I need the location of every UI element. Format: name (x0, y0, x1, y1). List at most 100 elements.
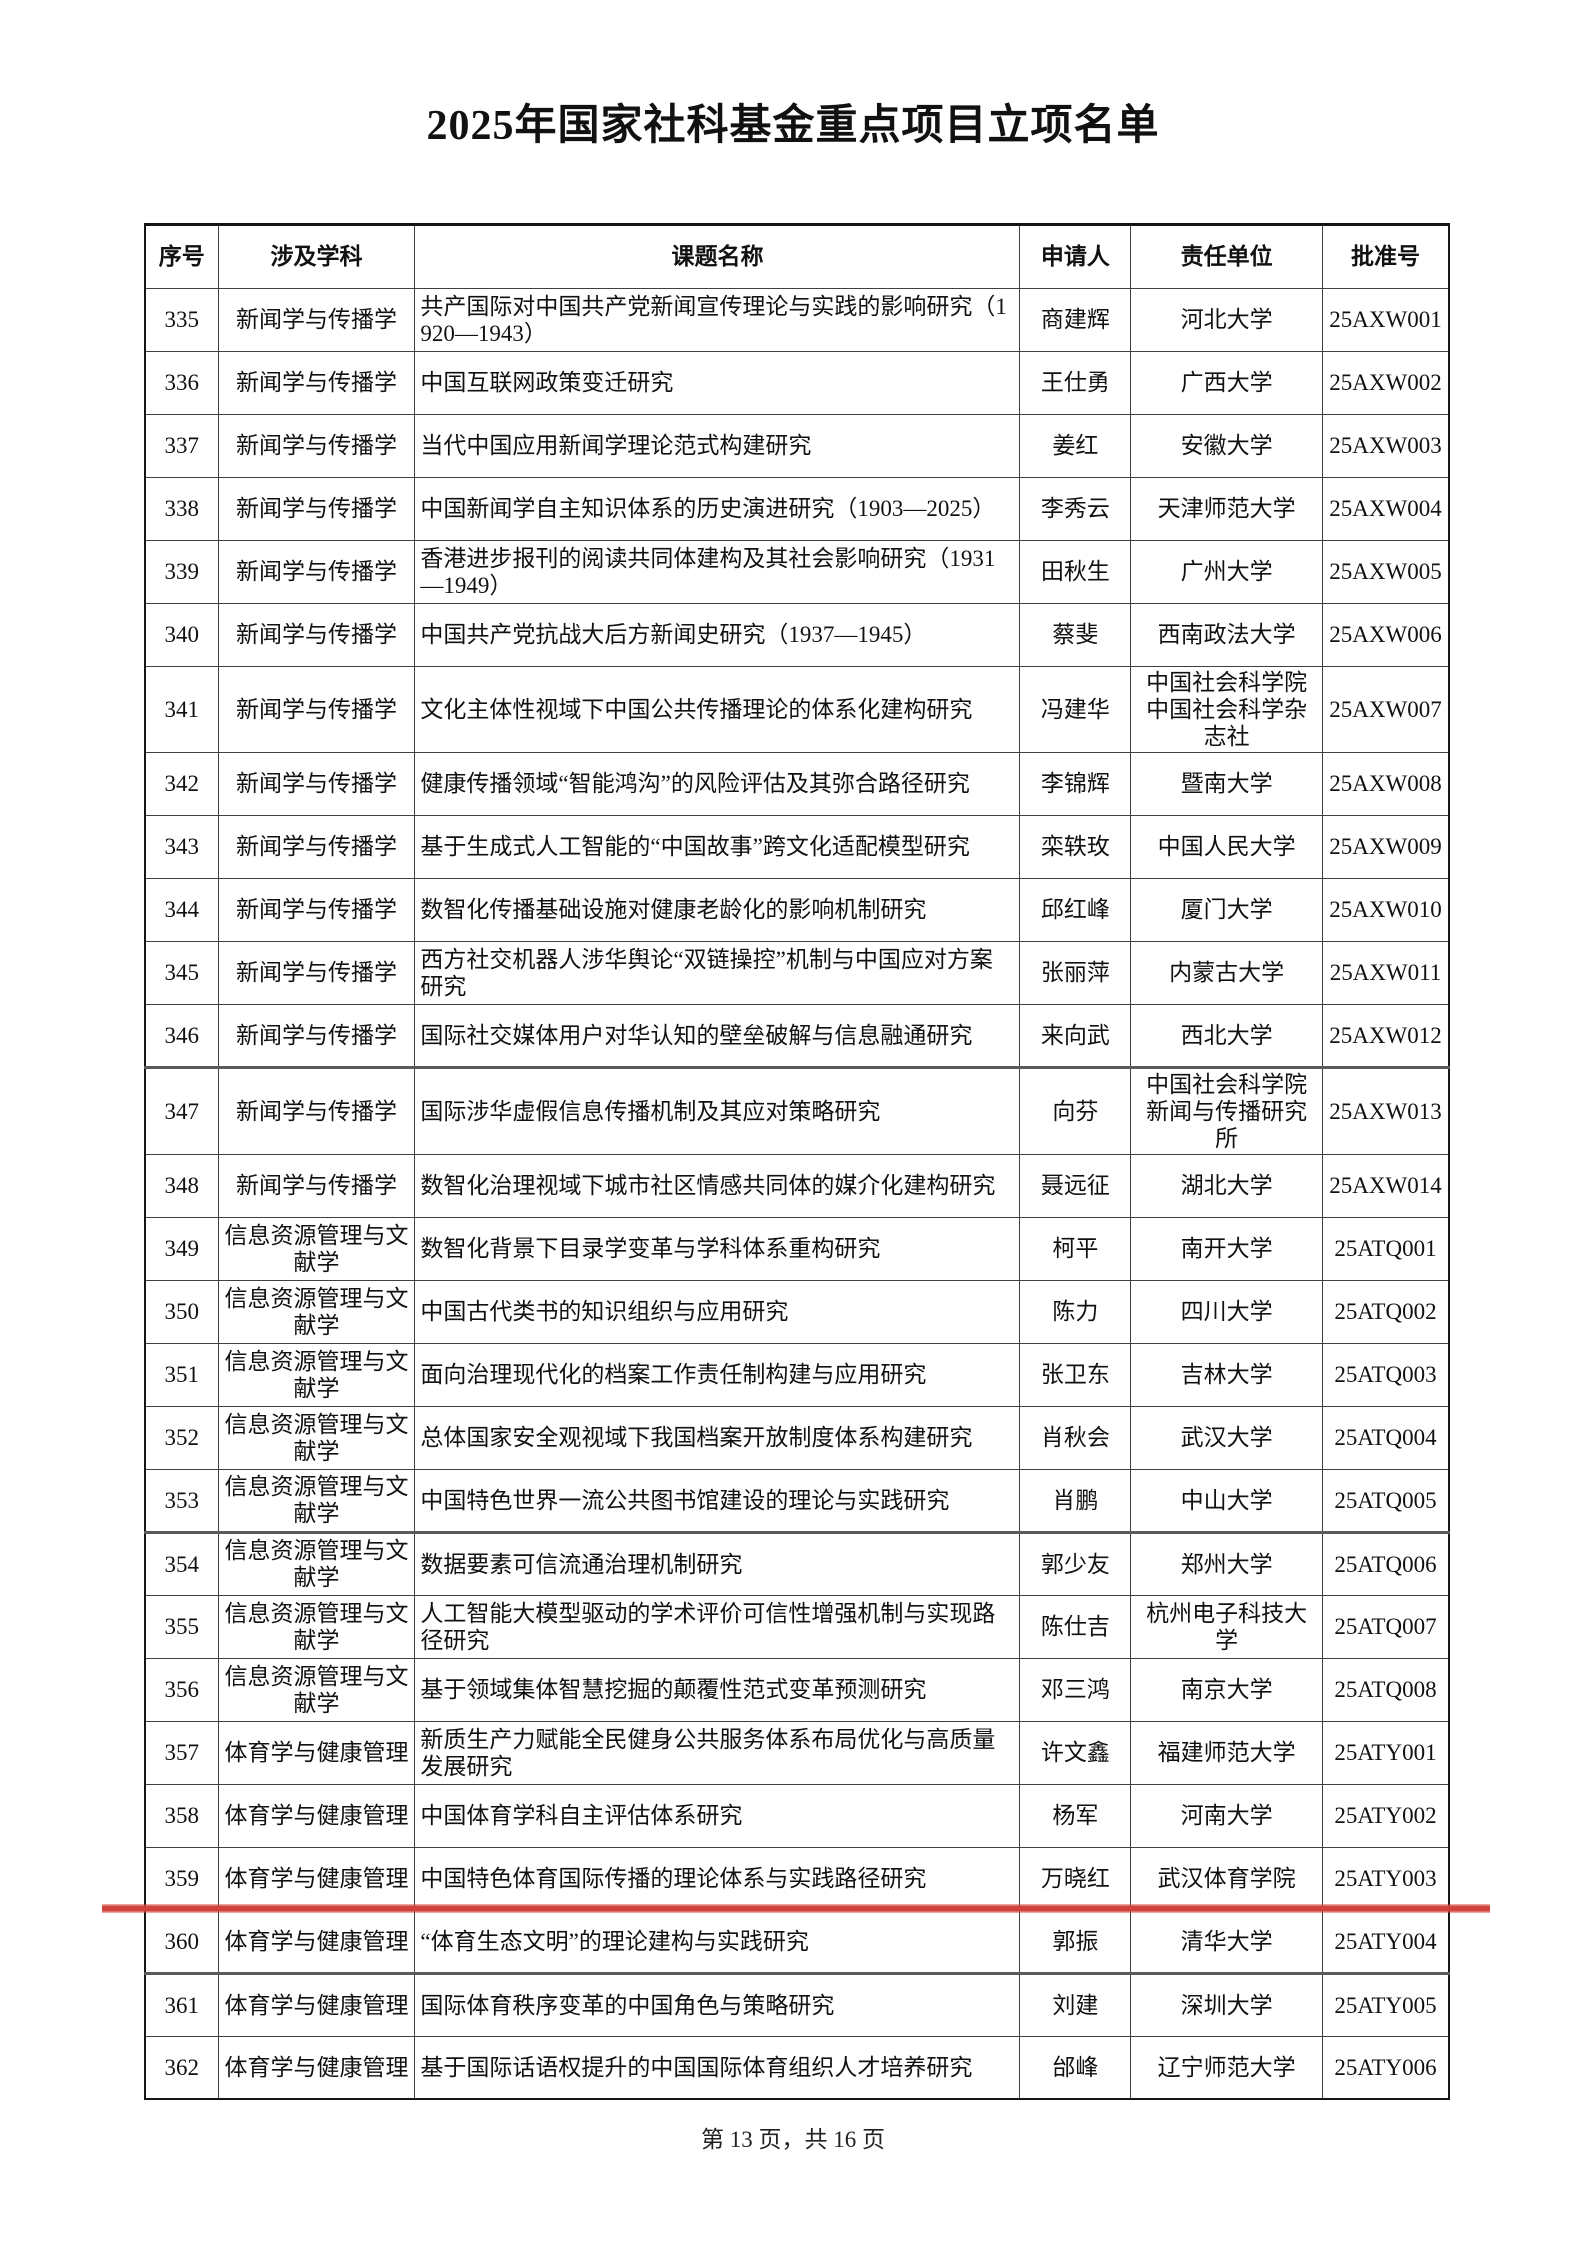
cell-title: 香港进步报刊的阅读共同体建构及其社会影响研究（1931—1949） (414, 539, 1021, 604)
cell-unit: 西南政法大学 (1130, 602, 1323, 667)
page-title: 2025年国家社科基金重点项目立项名单 (426, 103, 1160, 149)
cell-grant: 25ATQ007 (1321, 1594, 1450, 1659)
cell-grant: 25AXW012 (1321, 1003, 1450, 1068)
cell-title: 新质生产力赋能全民健身公共服务体系布局优化与高质量发展研究 (414, 1720, 1021, 1785)
cell-no: 345 (144, 940, 219, 1005)
header-cell-discipline: 涉及学科 (217, 223, 416, 289)
cell-applicant: 李秀云 (1019, 476, 1132, 541)
header-cell-no: 序号 (144, 223, 219, 289)
cell-title: 中国体育学科自主评估体系研究 (414, 1783, 1021, 1848)
cell-title: 中国特色体育国际传播的理论体系与实践路径研究 (414, 1846, 1021, 1911)
cell-unit: 西北大学 (1130, 1003, 1323, 1068)
table-row: 346 新闻学与传播学 国际社交媒体用户对华认知的壁垒破解与信息融通研究 来向武 西北大… (144, 1003, 1450, 1068)
cell-grant: 25ATY001 (1321, 1720, 1450, 1785)
cell-grant: 25AXW001 (1321, 287, 1450, 352)
table-row: 343 新闻学与传播学 基于生成式人工智能的“中国故事”跨文化适配模型研究 栾轶玫 中国… (144, 814, 1450, 879)
cell-grant: 25ATY006 (1321, 2035, 1450, 2100)
cell-applicant: 邰峰 (1019, 2035, 1132, 2100)
cell-discipline: 信息资源管理与文献学 (217, 1468, 416, 1533)
cell-title: 中国古代类书的知识组织与应用研究 (414, 1279, 1021, 1344)
cell-discipline: 信息资源管理与文献学 (217, 1657, 416, 1722)
cell-grant: 25AXW009 (1321, 814, 1450, 879)
page-number: 第 13 页，共 16 页 (701, 2127, 885, 2152)
cell-discipline: 信息资源管理与文献学 (217, 1530, 416, 1596)
cell-applicant: 许文鑫 (1019, 1720, 1132, 1785)
cell-no: 350 (144, 1279, 219, 1344)
cell-applicant: 聂远征 (1019, 1153, 1132, 1218)
table-row: 345 新闻学与传播学 西方社交机器人涉华舆论“双链操控”机制与中国应对方案研究 张丽… (144, 940, 1450, 1005)
cell-discipline: 新闻学与传播学 (217, 350, 416, 415)
cell-applicant: 姜红 (1019, 413, 1132, 478)
header-cell-grant: 批准号 (1321, 223, 1450, 289)
table-row: 358 体育学与健康管理 中国体育学科自主评估体系研究 杨军 河南大学 25ATY002 (144, 1783, 1450, 1848)
table-row: 336 新闻学与传播学 中国互联网政策变迁研究 王仕勇 广西大学 25AXW002 (144, 350, 1450, 415)
cell-grant: 25ATY002 (1321, 1783, 1450, 1848)
cell-applicant: 郭少友 (1019, 1530, 1132, 1596)
cell-no: 355 (144, 1594, 219, 1659)
cell-no: 357 (144, 1720, 219, 1785)
cell-unit: 中国社会科学院中国社会科学杂志社 (1130, 665, 1323, 753)
cell-title: 中国互联网政策变迁研究 (414, 350, 1021, 415)
table-row: 361 体育学与健康管理 国际体育秩序变革的中国角色与策略研究 刘建 深圳大学 25ATY… (144, 1971, 1450, 2037)
cell-unit: 厦门大学 (1130, 877, 1323, 942)
cell-grant: 25ATQ003 (1321, 1342, 1450, 1407)
cell-title: 基于国际话语权提升的中国国际体育组织人才培养研究 (414, 2035, 1021, 2100)
cell-no: 340 (144, 602, 219, 667)
cell-no: 353 (144, 1468, 219, 1533)
cell-discipline: 信息资源管理与文献学 (217, 1216, 416, 1281)
cell-unit: 福建师范大学 (1130, 1720, 1323, 1785)
cell-grant: 25ATQ002 (1321, 1279, 1450, 1344)
cell-grant: 25AXW014 (1321, 1153, 1450, 1218)
table-row: 355 信息资源管理与文献学 人工智能大模型驱动的学术评价可信性增强机制与实现路径研… (144, 1594, 1450, 1659)
cell-applicant: 刘建 (1019, 1971, 1132, 2037)
cell-discipline: 新闻学与传播学 (217, 413, 416, 478)
cell-applicant: 张丽萍 (1019, 940, 1132, 1005)
header-cell-applicant: 申请人 (1019, 223, 1132, 289)
table-row: 348 新闻学与传播学 数智化治理视域下城市社区情感共同体的媒介化建构研究 聂远征 湖北… (144, 1153, 1450, 1218)
cell-applicant: 王仕勇 (1019, 350, 1132, 415)
cell-title: 数智化背景下目录学变革与学科体系重构研究 (414, 1216, 1021, 1281)
cell-discipline: 新闻学与传播学 (217, 940, 416, 1005)
cell-no: 349 (144, 1216, 219, 1281)
cell-grant: 25AXW003 (1321, 413, 1450, 478)
cell-no: 359 (144, 1846, 219, 1911)
cell-applicant: 柯平 (1019, 1216, 1132, 1281)
cell-unit: 辽宁师范大学 (1130, 2035, 1323, 2100)
table-row: 349 信息资源管理与文献学 数智化背景下目录学变革与学科体系重构研究 柯平 南开大学 2… (144, 1216, 1450, 1281)
cell-title: 当代中国应用新闻学理论范式构建研究 (414, 413, 1021, 478)
cell-discipline: 体育学与健康管理 (217, 1783, 416, 1848)
cell-grant: 25AXW002 (1321, 350, 1450, 415)
cell-unit: 湖北大学 (1130, 1153, 1323, 1218)
cell-unit: 深圳大学 (1130, 1971, 1323, 2037)
cell-applicant: 陈力 (1019, 1279, 1132, 1344)
table-row: 342 新闻学与传播学 健康传播领域“智能鸿沟”的风险评估及其弥合路径研究 李锦辉 暨南… (144, 751, 1450, 816)
cell-applicant: 商建辉 (1019, 287, 1132, 352)
cell-unit: 中山大学 (1130, 1468, 1323, 1533)
cell-unit: 武汉体育学院 (1130, 1846, 1323, 1911)
table-row: 360 体育学与健康管理 “体育生态文明”的理论建构与实践研究 郭振 清华大学 25ATY… (144, 1909, 1450, 1974)
cell-grant: 25ATQ005 (1321, 1468, 1450, 1533)
cell-discipline: 新闻学与传播学 (217, 814, 416, 879)
cell-title: 数智化传播基础设施对健康老龄化的影响机制研究 (414, 877, 1021, 942)
cell-no: 358 (144, 1783, 219, 1848)
cell-no: 354 (144, 1530, 219, 1596)
cell-applicant: 陈仕吉 (1019, 1594, 1132, 1659)
cell-grant: 25AXW013 (1321, 1065, 1450, 1155)
cell-no: 348 (144, 1153, 219, 1218)
cell-no: 344 (144, 877, 219, 942)
cell-discipline: 体育学与健康管理 (217, 1971, 416, 2037)
cell-unit: 河北大学 (1130, 287, 1323, 352)
table-row: 356 信息资源管理与文献学 基于领域集体智慧挖掘的颠覆性范式变革预测研究 邓三鸿 南京… (144, 1657, 1450, 1722)
cell-unit: 清华大学 (1130, 1909, 1323, 1974)
cell-title: 数据要素可信流通治理机制研究 (414, 1530, 1021, 1596)
cell-no: 362 (144, 2035, 219, 2100)
cell-discipline: 新闻学与传播学 (217, 751, 416, 816)
table-row: 347 新闻学与传播学 国际涉华虚假信息传播机制及其应对策略研究 向芬 中国社会科学院新… (144, 1065, 1450, 1155)
cell-discipline: 新闻学与传播学 (217, 1153, 416, 1218)
cell-applicant: 来向武 (1019, 1003, 1132, 1068)
cell-unit: 广州大学 (1130, 539, 1323, 604)
cell-unit: 南京大学 (1130, 1657, 1323, 1722)
cell-grant: 25AXW006 (1321, 602, 1450, 667)
cell-discipline: 新闻学与传播学 (217, 1003, 416, 1068)
